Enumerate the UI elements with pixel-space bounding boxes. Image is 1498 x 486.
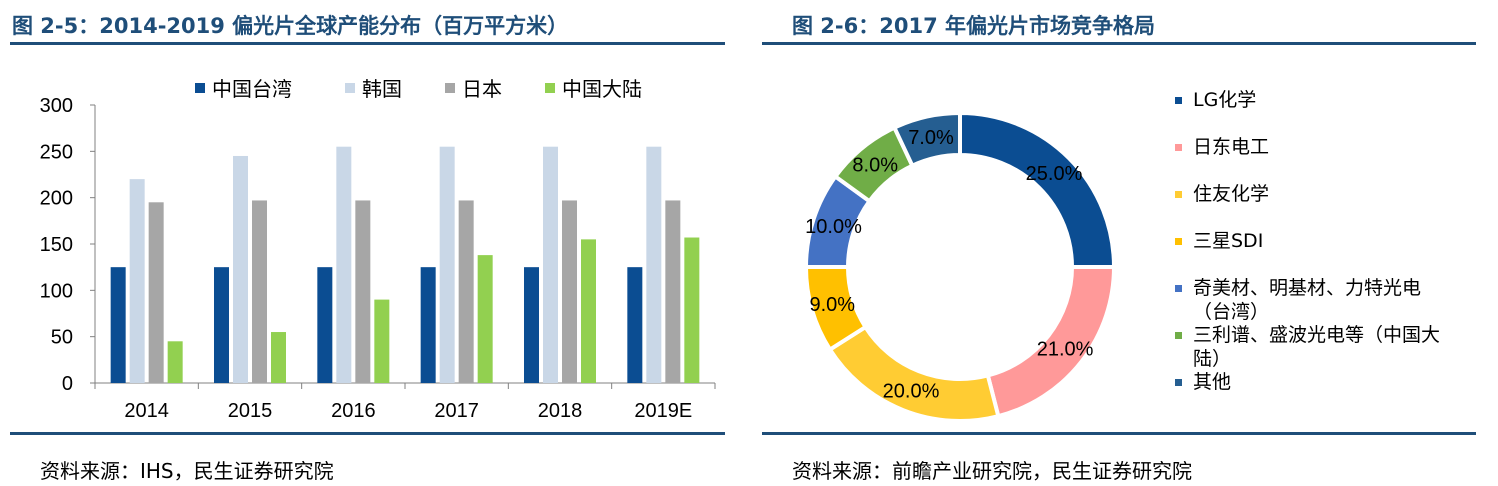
bar [214, 267, 229, 383]
donut-slice-label: 21.0% [1037, 339, 1094, 361]
x-tick-label: 2017 [434, 400, 479, 422]
donut-legend-label: 日东电工 [1193, 136, 1270, 158]
bar-legend-swatch [345, 83, 355, 93]
pie-bottom-rule [762, 432, 1476, 435]
donut-legend-item: LG化学 [1175, 88, 1453, 112]
donut-legend-swatch [1175, 379, 1182, 386]
bar-legend-swatch [545, 83, 555, 93]
donut-slice-label: 7.0% [908, 127, 954, 149]
donut-legend-label: 三利谱、盛波光电等（中国大陆） [1193, 324, 1441, 370]
bar [458, 200, 474, 383]
donut-chart: 25.0% 21.0% 20.0% 9.0% 10.0% 8.0% 7.0% [803, 110, 1117, 423]
bar [110, 267, 126, 383]
x-tick-label: 2019E [634, 400, 692, 422]
donut-legend-swatch [1175, 285, 1182, 292]
bar [317, 267, 333, 383]
bar-legend-label: 韩国 [362, 78, 402, 101]
donut-slice-label: 25.0% [1026, 163, 1083, 185]
bar-legend-label: 中国台湾 [212, 78, 292, 101]
bar [581, 239, 596, 383]
bar-legend-item: 日本 [445, 78, 502, 101]
donut-legend-swatch [1175, 238, 1182, 245]
bar [665, 200, 681, 383]
donut-legend-item: 三星SDI [1175, 229, 1453, 253]
donut-slice [891, 110, 962, 169]
x-tick-label: 2018 [538, 400, 583, 422]
pie-title-rule [762, 42, 1476, 45]
donut-legend-swatch [1175, 191, 1182, 198]
y-tick-label: 50 [51, 327, 73, 349]
bar [684, 237, 700, 383]
bar [562, 200, 577, 383]
donut-legend-item: 住友化学 [1175, 182, 1453, 206]
bar [374, 299, 390, 383]
bar-chart-title: 图 2-5：2014-2019 偏光片全球产能分布（百万平方米） [12, 14, 569, 38]
bar [167, 341, 183, 383]
donut-legend-swatch [1175, 144, 1182, 151]
bar-legend-label: 中国大陆 [562, 78, 642, 101]
bar-title-rule [10, 42, 725, 45]
x-tick-label: 2014 [124, 400, 169, 422]
bar-legend-item: 韩国 [345, 78, 402, 101]
donut-legend-swatch [1175, 97, 1182, 104]
donut-legend-label: 三星SDI [1193, 230, 1264, 252]
donut-legend-item: 奇美材、明基材、力特光电（台湾） [1175, 276, 1453, 324]
donut-legend-label: 住友化学 [1193, 183, 1270, 205]
bar-legend-item: 中国大陆 [545, 78, 642, 101]
x-tick-label: 2016 [331, 400, 376, 422]
bar [439, 146, 455, 383]
y-tick-label: 250 [40, 141, 73, 163]
bar-legend-label: 日本 [462, 78, 502, 101]
bar-legend-item: 中国台湾 [195, 78, 292, 101]
bar [271, 332, 286, 383]
pie-chart-source: 资料来源：前瞻产业研究院，民生证券研究院 [792, 459, 1192, 483]
bar [233, 155, 248, 383]
pie-chart-title: 图 2-6：2017 年偏光片市场竞争格局 [792, 14, 1156, 38]
donut-slice [958, 110, 1117, 269]
bar-bottom-rule [10, 432, 725, 435]
y-tick-label: 0 [62, 373, 73, 395]
donut-legend-label: 奇美材、明基材、力特光电（台湾） [1193, 277, 1422, 323]
donut-legend-swatch [1175, 332, 1182, 339]
bar-legend-swatch [195, 83, 205, 93]
donut-legend-item: 日东电工 [1175, 135, 1453, 159]
donut-slice-label: 8.0% [852, 155, 898, 177]
bar [524, 267, 539, 383]
donut-slice-label: 20.0% [883, 381, 940, 403]
donut-slice-label: 9.0% [809, 294, 855, 316]
bar [148, 202, 164, 383]
donut-legend-label: 其他 [1193, 371, 1232, 393]
bar [646, 146, 662, 383]
bar [252, 200, 267, 383]
donut-slice-label: 10.0% [805, 216, 862, 238]
y-tick-label: 200 [40, 188, 73, 210]
bar [627, 267, 643, 383]
bar [336, 146, 352, 383]
bar [129, 179, 145, 383]
y-tick-label: 300 [40, 95, 73, 117]
bar-legend-swatch [445, 83, 455, 93]
bar [477, 255, 493, 383]
bar-chart-source: 资料来源：IHS，民生证券研究院 [40, 459, 334, 483]
y-tick-label: 100 [40, 280, 73, 302]
x-tick-label: 2015 [228, 400, 273, 422]
donut-slice [827, 324, 1001, 423]
bar [543, 146, 558, 383]
donut-legend-item: 三利谱、盛波光电等（中国大陆） [1175, 323, 1453, 371]
bar-chart: 中国台湾 韩国 日本 中国大陆 0 50 100 150 200 250 300 2014 2015 20… [40, 78, 716, 422]
donut-legend-label: LG化学 [1193, 89, 1257, 111]
y-tick-label: 150 [40, 234, 73, 256]
bar [420, 267, 436, 383]
bar [355, 200, 371, 383]
donut-legend-item: 其他 [1175, 370, 1453, 394]
